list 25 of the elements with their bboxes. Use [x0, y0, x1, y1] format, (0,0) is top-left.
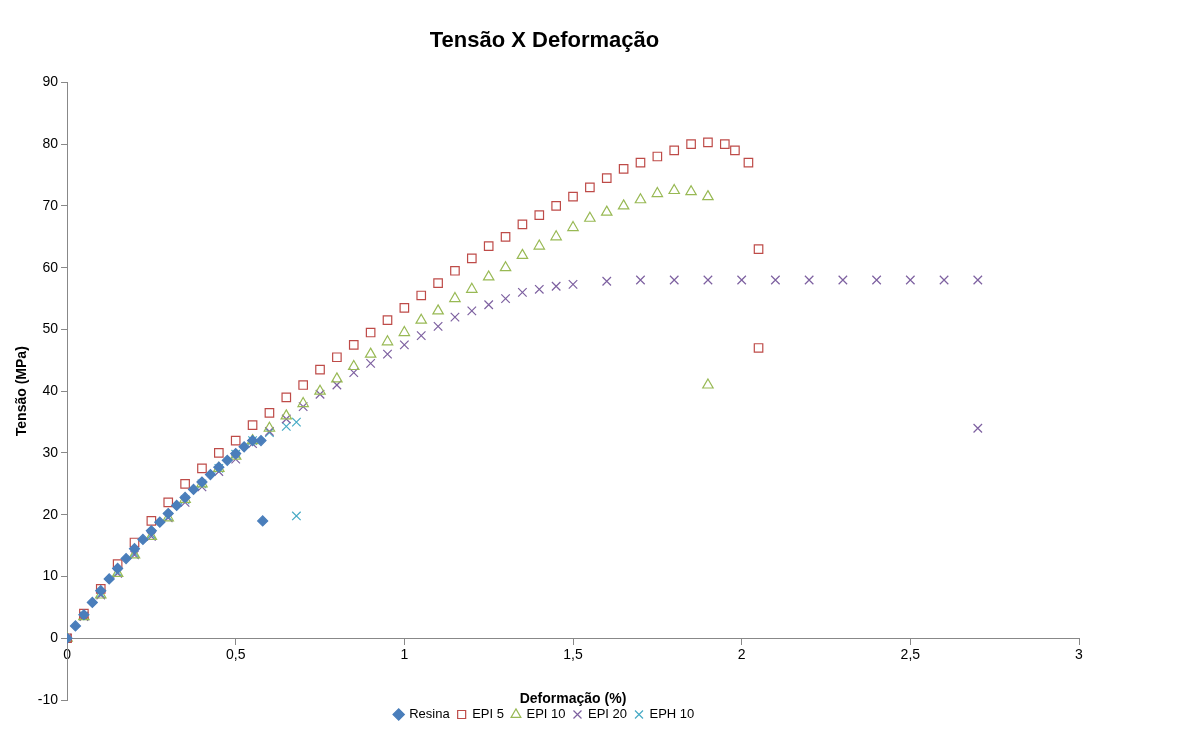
x-tick-label: 3 — [1075, 646, 1084, 663]
legend-label: EPI 20 — [587, 706, 628, 722]
y-tick-label: 40 — [42, 382, 59, 399]
x-axis-title: Deformação (%) — [519, 690, 627, 707]
y-tick-label: 70 — [42, 196, 59, 213]
y-axis-title: Tensão (MPa) — [13, 346, 30, 437]
y-tick-label: 0 — [50, 629, 59, 646]
y-tick-label: 10 — [42, 567, 59, 584]
x-tick-label: 0,5 — [225, 646, 246, 663]
y-tick-label: -10 — [37, 690, 59, 707]
y-tick-label: 50 — [42, 320, 59, 337]
y-tick-label: 90 — [42, 73, 59, 90]
chart-title: Tensão X Deformação — [429, 27, 660, 53]
y-tick-label: 20 — [42, 505, 59, 522]
x-tick-label: 2 — [737, 646, 746, 663]
y-tick-label: 30 — [42, 443, 59, 460]
legend-label: EPH 10 — [649, 706, 695, 722]
legend-label: EPI 5 — [472, 706, 504, 722]
x-tick-label: 1,5 — [563, 646, 583, 663]
y-tick-label: 80 — [42, 135, 59, 152]
legend-label: Resina — [409, 706, 451, 722]
legend-label: EPI 10 — [526, 706, 566, 722]
y-tick-label: 60 — [42, 258, 59, 275]
x-tick-label: 2,5 — [900, 646, 921, 663]
x-tick-label: 1 — [400, 646, 409, 663]
